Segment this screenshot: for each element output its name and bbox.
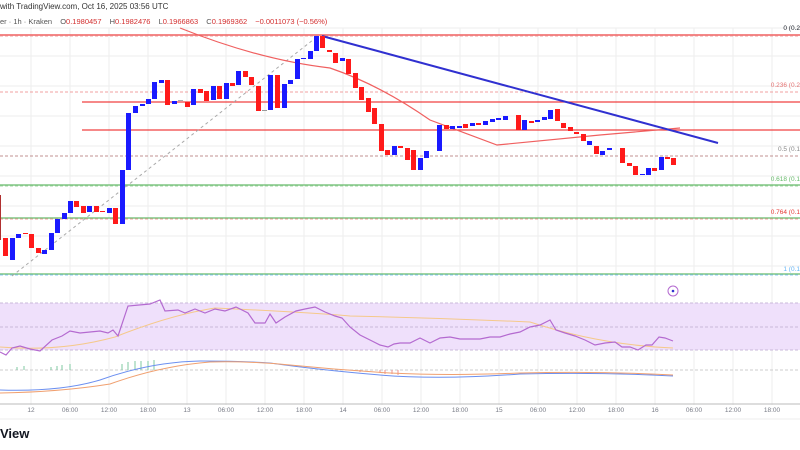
x-tick: 06:00 bbox=[373, 407, 391, 414]
low-value: 0.1966863 bbox=[162, 17, 199, 26]
fib-label-0236: 0.236 (0.2 bbox=[770, 82, 800, 89]
replay-icon[interactable] bbox=[667, 285, 679, 297]
x-tick: 12:00 bbox=[724, 407, 742, 414]
open-value: 0.1980457 bbox=[66, 17, 102, 26]
published-caption: with TradingView.com, Oct 16, 2025 03:56… bbox=[0, 2, 169, 11]
tradingview-brand: View bbox=[0, 426, 30, 441]
close-label: C bbox=[206, 17, 212, 26]
macd-line bbox=[0, 360, 674, 391]
rsi-line bbox=[0, 299, 674, 356]
x-tick: 18:00 bbox=[607, 407, 625, 414]
fib-label-0764: 0.764 (0.1 bbox=[770, 209, 800, 216]
x-tick: 12 bbox=[27, 407, 35, 414]
high-value: 0.1982476 bbox=[115, 17, 151, 26]
x-tick: 12:00 bbox=[412, 407, 430, 414]
close-value: 0.1969362 bbox=[211, 17, 248, 26]
macd-signal-line bbox=[0, 361, 674, 394]
macd-panel bbox=[0, 360, 800, 394]
x-tick: 18:00 bbox=[295, 407, 313, 414]
rsi-ma-line bbox=[0, 307, 674, 349]
x-tick: 18:00 bbox=[763, 407, 781, 414]
x-tick: 18:00 bbox=[139, 407, 157, 414]
x-tick: 14 bbox=[339, 407, 347, 414]
x-tick: 12:00 bbox=[100, 407, 118, 414]
x-tick: 06:00 bbox=[685, 407, 703, 414]
x-tick: 18:00 bbox=[451, 407, 469, 414]
symbol-label: er · 1h · Kraken bbox=[0, 17, 53, 26]
fibonacci-levels bbox=[0, 34, 800, 276]
bearish-trend-line bbox=[321, 35, 719, 144]
low-label: L bbox=[158, 17, 163, 26]
fib-diagonal bbox=[11, 35, 319, 277]
fib-label-0: 0 (0.2 bbox=[783, 25, 800, 32]
x-tick: 13 bbox=[183, 407, 191, 414]
fib-label-05: 0.5 (0.1 bbox=[777, 146, 800, 153]
rsi-panel bbox=[0, 299, 800, 356]
x-tick: 06:00 bbox=[61, 407, 79, 414]
x-tick: 15 bbox=[495, 407, 503, 414]
change-value: −0.0011073 (−0.56%) bbox=[255, 17, 328, 26]
high-label: H bbox=[109, 17, 116, 26]
candles bbox=[0, 36, 676, 260]
x-tick: 16 bbox=[651, 407, 659, 414]
symbol-ohlc-row: er · 1h · Kraken O0.1980457 H0.1982476 L… bbox=[0, 17, 333, 26]
x-tick: 06:00 bbox=[217, 407, 235, 414]
x-tick: 12:00 bbox=[568, 407, 586, 414]
fib-label-0618: 0.618 (0.1 bbox=[770, 176, 800, 183]
x-tick: 06:00 bbox=[529, 407, 547, 414]
open-label: O bbox=[60, 17, 67, 26]
moving-average-line bbox=[179, 27, 681, 146]
fib-label-1: 1 (0.1 bbox=[783, 266, 800, 273]
x-tick: 12:00 bbox=[256, 407, 274, 414]
